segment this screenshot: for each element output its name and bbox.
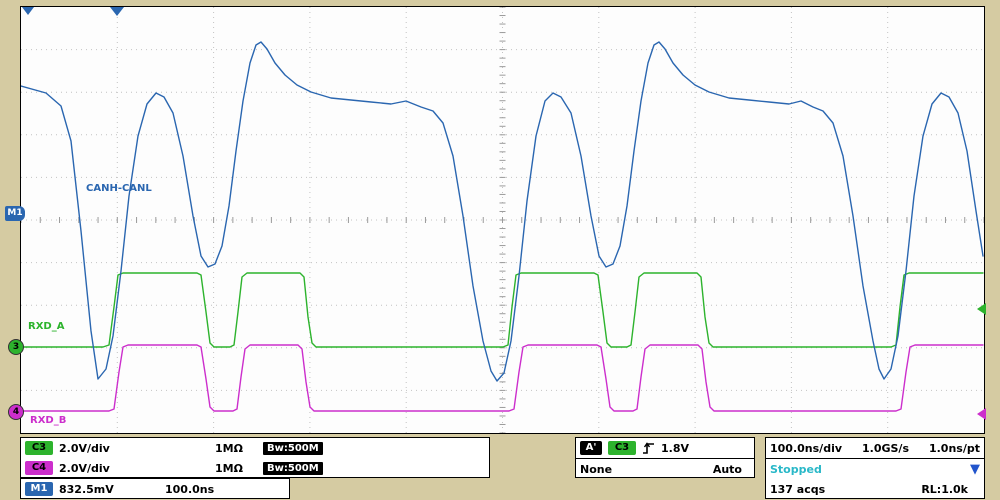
m1-time: 100.0ns bbox=[165, 482, 215, 496]
trigger-mode: Auto bbox=[712, 462, 742, 476]
trigger-holdoff: None bbox=[580, 462, 613, 476]
acquisition-count: 137 acqs bbox=[770, 482, 826, 496]
ch3-bandwidth-badge: Bw:500M bbox=[263, 441, 323, 455]
sample-resolution: 1.0ns/pt bbox=[928, 441, 980, 455]
m1-channel-marker[interactable]: M1 bbox=[5, 206, 25, 221]
m1-scale: 832.5mV bbox=[59, 482, 114, 496]
trigger-level-arrow-icon[interactable] bbox=[977, 303, 986, 315]
waveform-plot bbox=[21, 7, 984, 433]
ch4-bandwidth-badge: Bw:500M bbox=[263, 461, 323, 475]
sample-rate: 1.0GS/s bbox=[861, 441, 909, 455]
trigger-position-marker[interactable] bbox=[110, 7, 124, 16]
reference-marker-icon bbox=[22, 7, 34, 15]
label-canh-canl: CANH-CANL bbox=[86, 183, 152, 194]
trigger-readout-box: A' C3 1.8V None Auto bbox=[575, 437, 755, 478]
trigger-source-badge: C3 bbox=[608, 441, 636, 455]
ch4-impedance: 1MΩ bbox=[215, 461, 243, 475]
acquisition-state: Stopped bbox=[770, 462, 822, 476]
math-readout-box: M1 832.5mV 100.0ns bbox=[20, 478, 290, 499]
rising-edge-icon bbox=[642, 441, 655, 455]
scroll-down-icon[interactable]: ▼ bbox=[970, 461, 980, 477]
m1-badge: M1 bbox=[25, 482, 53, 496]
ch4-readout-row: C4 2.0V/div 1MΩ Bw:500M bbox=[21, 458, 489, 478]
horizontal-readout-box: 100.0ns/div 1.0GS/s 1.0ns/pt Stopped ▼ 1… bbox=[765, 437, 985, 499]
trigger-row: A' C3 1.8V bbox=[576, 438, 754, 458]
record-length: RL:1.0k bbox=[921, 482, 968, 496]
ch4-level-arrow-icon[interactable] bbox=[977, 408, 986, 420]
ch3-impedance: 1MΩ bbox=[215, 441, 243, 455]
horizontal-row: 100.0ns/div 1.0GS/s 1.0ns/pt bbox=[766, 438, 984, 458]
label-rxd-b: RXD_B bbox=[30, 415, 67, 426]
trigger-level: 1.8V bbox=[661, 441, 689, 455]
trigger-mode-row: None Auto bbox=[576, 458, 754, 479]
ch3-badge: C3 bbox=[25, 441, 53, 455]
ch3-channel-marker[interactable]: 3 bbox=[8, 339, 24, 355]
ch3-scale: 2.0V/div bbox=[59, 441, 110, 455]
ch4-scale: 2.0V/div bbox=[59, 461, 110, 475]
trigger-a-badge: A' bbox=[580, 441, 602, 455]
m1-readout-row: M1 832.5mV 100.0ns bbox=[21, 479, 289, 499]
acquisition-state-row: Stopped ▼ bbox=[766, 458, 984, 479]
label-rxd-a: RXD_A bbox=[28, 321, 65, 332]
ch4-badge: C4 bbox=[25, 461, 53, 475]
ch4-channel-marker[interactable]: 4 bbox=[8, 404, 24, 420]
acquisition-count-row: 137 acqs RL:1.0k bbox=[766, 479, 984, 499]
ch3-readout-row: C3 2.0V/div 1MΩ Bw:500M bbox=[21, 438, 489, 458]
waveform-display: CANH-CANL RXD_A RXD_B M1 3 4 bbox=[5, 6, 986, 434]
horizontal-scale: 100.0ns/div bbox=[770, 441, 843, 455]
channel-readout-box: C3 2.0V/div 1MΩ Bw:500M C4 2.0V/div 1MΩ … bbox=[20, 437, 490, 478]
